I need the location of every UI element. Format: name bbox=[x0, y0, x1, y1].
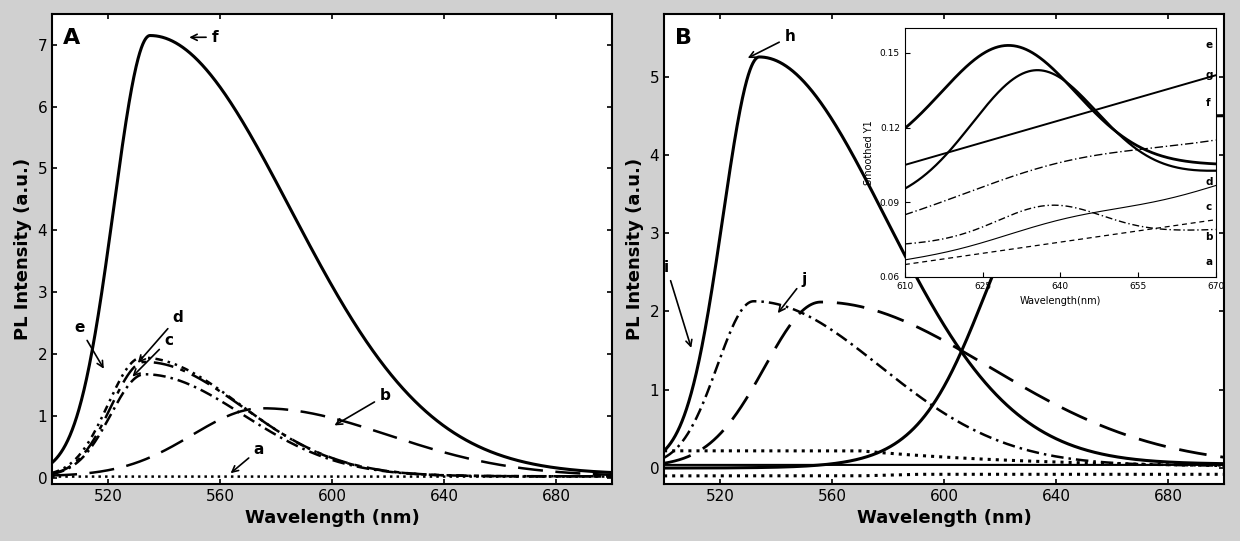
Y-axis label: PL Intensity (a.u.): PL Intensity (a.u.) bbox=[14, 158, 32, 340]
Text: d: d bbox=[139, 310, 184, 361]
Text: a: a bbox=[232, 442, 264, 472]
Text: c: c bbox=[134, 333, 174, 375]
Text: A: A bbox=[63, 28, 81, 48]
X-axis label: Wavelength (nm): Wavelength (nm) bbox=[857, 509, 1032, 527]
Text: j: j bbox=[779, 272, 806, 312]
Text: e: e bbox=[74, 320, 103, 367]
Text: B: B bbox=[676, 28, 692, 48]
X-axis label: Wavelength (nm): Wavelength (nm) bbox=[244, 509, 419, 527]
Y-axis label: PL Intensity (a.u.): PL Intensity (a.u.) bbox=[626, 158, 644, 340]
Text: i: i bbox=[665, 260, 692, 346]
Text: h: h bbox=[749, 29, 795, 57]
Text: b: b bbox=[336, 388, 391, 425]
Text: f: f bbox=[191, 30, 218, 45]
